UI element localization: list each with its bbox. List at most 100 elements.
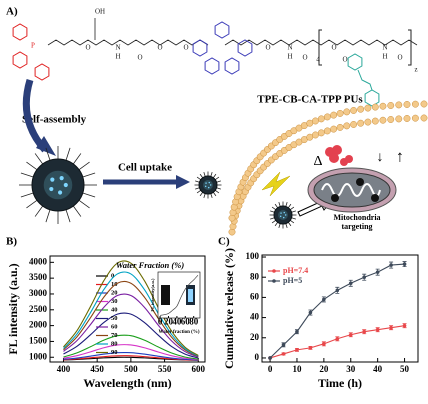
x-tick-label: 20 — [164, 317, 174, 327]
x-tick-label: 80 — [189, 317, 199, 327]
particle-chain — [290, 219, 295, 224]
lipid-head — [311, 131, 319, 139]
particle-chain — [216, 187, 221, 190]
atom-label: OH — [95, 8, 105, 16]
particle-chain — [65, 147, 71, 161]
x-tick-label: 550 — [158, 364, 172, 374]
arrow-head — [176, 175, 190, 189]
x-tick-label: 50 — [400, 364, 410, 374]
ring — [192, 39, 208, 57]
step-label: Cell uptake — [118, 162, 172, 174]
ros — [325, 145, 353, 166]
lipid-head — [403, 115, 411, 122]
marker — [308, 346, 313, 350]
marker — [281, 352, 286, 356]
particle-chain — [195, 180, 200, 183]
structure-bond — [357, 69, 373, 91]
symbol: ↑ — [396, 149, 404, 166]
marker — [389, 325, 393, 330]
y-tick-label: 40 — [250, 312, 260, 322]
y-tick-label: 3500 — [29, 272, 48, 282]
series-line — [63, 280, 199, 357]
atom-label: O — [137, 54, 142, 62]
atom-label: O — [302, 54, 307, 62]
atom-label: O — [183, 44, 188, 52]
marker — [348, 281, 353, 286]
marker — [375, 327, 380, 332]
lipid-head — [387, 116, 395, 123]
particle-inner — [278, 210, 288, 220]
atom-label: O — [157, 44, 162, 52]
particle-chain — [203, 172, 206, 177]
particle-chain — [212, 192, 217, 197]
atom-label: O — [265, 44, 270, 52]
lipid-head — [336, 123, 344, 131]
y-tick-label: 1000 — [29, 351, 48, 361]
lipid-head — [379, 102, 387, 110]
legend-label: pH=7.4 — [283, 266, 308, 275]
particle-chain — [278, 202, 281, 207]
particle-dot — [209, 184, 212, 186]
y-tick-label: 4000 — [29, 256, 48, 266]
particle-dot — [50, 177, 55, 182]
lipid-head — [395, 101, 403, 109]
y-tick-label: 0 — [255, 352, 260, 362]
atom-label: 4 — [316, 56, 320, 64]
x-tick-label: 450 — [90, 364, 104, 374]
particle-chain — [34, 205, 44, 217]
y-tick-label: 60 — [250, 291, 260, 301]
ring — [347, 53, 363, 71]
lipid-head — [387, 102, 395, 109]
particle-chain — [20, 192, 34, 198]
series-line — [63, 271, 199, 357]
particle-chain — [274, 203, 279, 208]
marker — [308, 310, 313, 315]
lipid-head — [411, 100, 419, 108]
legend-label: pH=5 — [283, 276, 302, 285]
lipid-head — [350, 121, 358, 128]
particle-dot — [280, 212, 282, 214]
particle-chain — [45, 147, 51, 161]
lipid-head — [323, 113, 331, 121]
legend-label: 90 — [111, 349, 118, 356]
particle-chain — [285, 223, 288, 228]
lipid-head — [317, 129, 325, 137]
vial-glow — [188, 289, 193, 302]
ring — [34, 63, 50, 81]
marker — [389, 263, 393, 267]
legend-label: 40 — [111, 306, 118, 313]
lipid-head — [350, 107, 358, 114]
particle-chain — [195, 187, 200, 190]
particle-dot — [58, 190, 63, 195]
y-tick-label: 100 — [246, 251, 260, 261]
particle-chain — [291, 210, 296, 213]
x-tick-label: 40 — [373, 364, 383, 374]
particle-chain — [278, 223, 281, 228]
particle-chain — [34, 153, 44, 165]
x-axis-label: Time (h) — [318, 376, 362, 390]
legend-marker — [272, 279, 276, 283]
x-tick-label: 400 — [57, 364, 71, 374]
step-label: Self-assembly — [22, 114, 87, 126]
ring — [237, 39, 253, 57]
particle-inner — [43, 170, 73, 200]
particle-chain — [287, 203, 292, 208]
x-tick-label: 600 — [192, 364, 206, 374]
particle-chain — [196, 189, 201, 194]
x-tick-label: 20 — [319, 364, 329, 374]
marker — [268, 356, 272, 360]
particle-chain — [45, 209, 51, 223]
ring — [224, 57, 240, 75]
lipid-head — [357, 105, 365, 113]
particle-chain — [72, 153, 82, 165]
symbol: Δ — [313, 154, 322, 169]
legend-label: 70 — [111, 332, 118, 339]
marker — [375, 270, 380, 274]
atom-label: z — [414, 66, 417, 74]
lipid-head — [311, 117, 319, 125]
legend-label: 10 — [111, 281, 118, 288]
legend-label: 60 — [111, 323, 118, 330]
particle-chain — [26, 161, 38, 171]
x-axis-label: Wavelength (nm) — [83, 376, 171, 390]
particle-inner — [203, 180, 213, 190]
